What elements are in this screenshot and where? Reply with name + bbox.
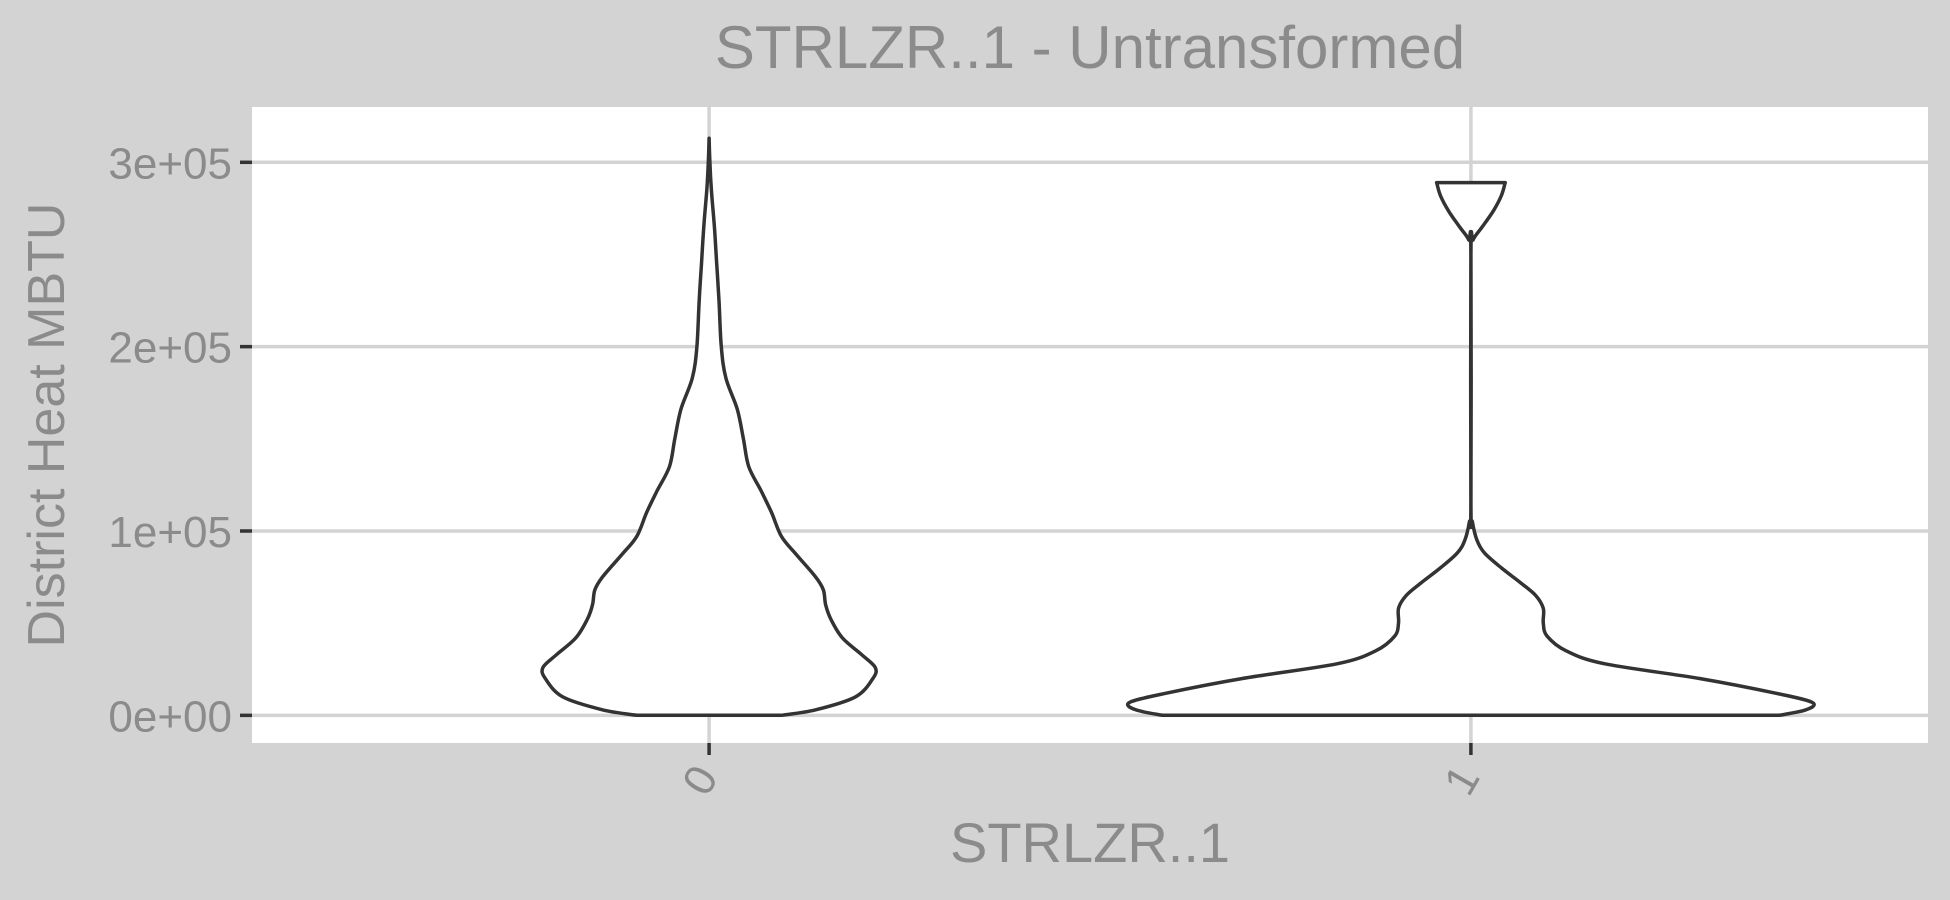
violin-0: [540, 136, 878, 718]
y-tick-label: 1e+05: [108, 508, 232, 557]
x-axis-label: STRLZR..1: [950, 811, 1230, 874]
chart-title: STRLZR..1 - Untransformed: [715, 14, 1465, 81]
y-tick-label: 2e+05: [108, 324, 232, 373]
plot-panel: [252, 107, 1928, 743]
y-tick-label: 0e+00: [108, 692, 232, 741]
y-tick-label: 3e+05: [108, 139, 232, 188]
y-axis-label: District Heat MBTU: [18, 203, 76, 648]
violins: [540, 136, 1816, 718]
violin-1: [1125, 180, 1816, 718]
